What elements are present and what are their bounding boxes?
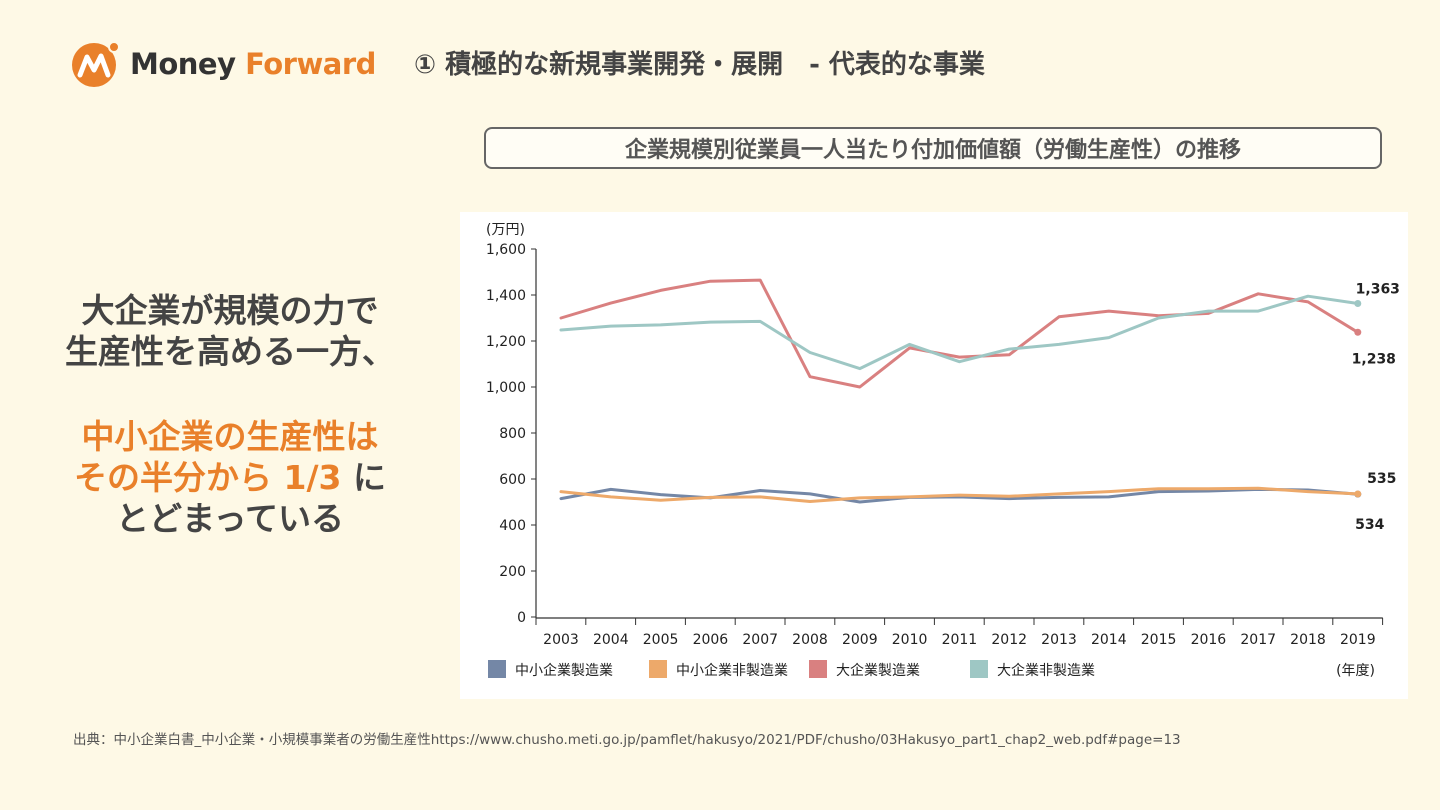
key-message-line2: 生産性を高める一方、 [65,332,395,371]
x-tick-label: 2014 [1091,632,1127,648]
y-axis-unit-label: (万円) [486,222,525,238]
money-forward-logo: Money Forward [70,38,376,90]
x-tick-label: 2010 [892,632,928,648]
legend-swatch-1 [488,660,506,678]
money-forward-logo-icon [72,41,120,87]
logo-wordmark: Money Forward [130,47,376,81]
x-axis-unit-label: (年度) [1336,663,1375,679]
series-end-marker-3 [1354,328,1362,336]
key-message-line5: とどまっている [115,499,345,538]
y-tick-label: 200 [499,564,526,580]
data-label-2: 1,238 [1352,351,1396,367]
y-tick-label: 1,600 [486,242,526,258]
key-message-line4-tail: に [341,458,386,497]
x-tick-label: 2015 [1141,632,1177,648]
x-tick-label: 2006 [693,632,729,648]
x-tick-label: 2016 [1191,632,1227,648]
x-tick-label: 2007 [742,632,778,648]
x-tick-label: 2019 [1340,632,1376,648]
logo-forward-text: Forward [245,47,376,81]
legend-swatch-2 [649,660,667,678]
x-tick-label: 2003 [543,632,579,648]
logo-money-text: Money [130,47,236,81]
x-tick-label: 2005 [643,632,679,648]
x-tick-label: 2011 [942,632,978,648]
legend-swatch-3 [809,660,827,678]
y-tick-label: 0 [517,610,526,626]
chart-heading: 企業規模別従業員一人当たり付加価値額（労働生産性）の推移 [484,127,1382,169]
page-title: ① 積極的な新規事業開発・展開 - 代表的な事業 [414,50,985,80]
legend-label-1: 中小企業製造業 [515,662,613,679]
data-label-3: 535 [1367,471,1396,487]
data-label-1: 1,363 [1356,282,1400,298]
series-line-4 [559,294,1360,371]
x-tick-label: 2018 [1290,632,1326,648]
key-message-line1: 大企業が規模の力で [81,291,379,330]
key-message-line3: 中小企業の生産性は [81,417,379,456]
source-citation: 出典：中小企業白書_中小企業・小規模事業者の労働生産性https://www.c… [73,732,1181,748]
legend-label-3: 大企業製造業 [836,662,920,679]
key-message-line4-highlight: その半分から 1/3 [74,458,342,497]
y-tick-label: 600 [499,472,526,488]
series-end-marker-4 [1354,300,1362,308]
x-tick-label: 2017 [1240,632,1276,648]
x-tick-label: 2009 [842,632,878,648]
x-tick-label: 2013 [1041,632,1077,648]
x-tick-label: 2012 [991,632,1027,648]
legend-label-2: 中小企業非製造業 [676,662,788,679]
legend-swatch-4 [970,660,988,678]
y-tick-label: 800 [499,426,526,442]
productivity-chart: 0 200 400 600 800 1,000 1,200 1,400 1,600 (万円) 200… [460,212,1408,699]
legend-label-4: 大企業非製造業 [997,662,1095,679]
productivity-chart-svg: 0 200 400 600 800 1,000 1,200 1,400 1,600 (万円) 200… [486,222,1400,679]
y-tick-label: 1,400 [486,288,526,304]
series-line-2 [559,486,1360,503]
x-tick-label: 2008 [792,632,828,648]
data-label-4: 534 [1355,517,1384,533]
series-end-marker-2 [1354,490,1362,498]
x-tick-label: 2004 [593,632,629,648]
y-tick-label: 1,200 [486,334,526,350]
key-message: 大企業が規模の力で 生産性を高める一方、 中小企業の生産性は その半分から 1/… [30,290,430,539]
series-line-3 [559,278,1360,389]
y-tick-label: 400 [499,518,526,534]
series-line-1 [559,487,1360,504]
y-tick-label: 1,000 [486,380,526,396]
